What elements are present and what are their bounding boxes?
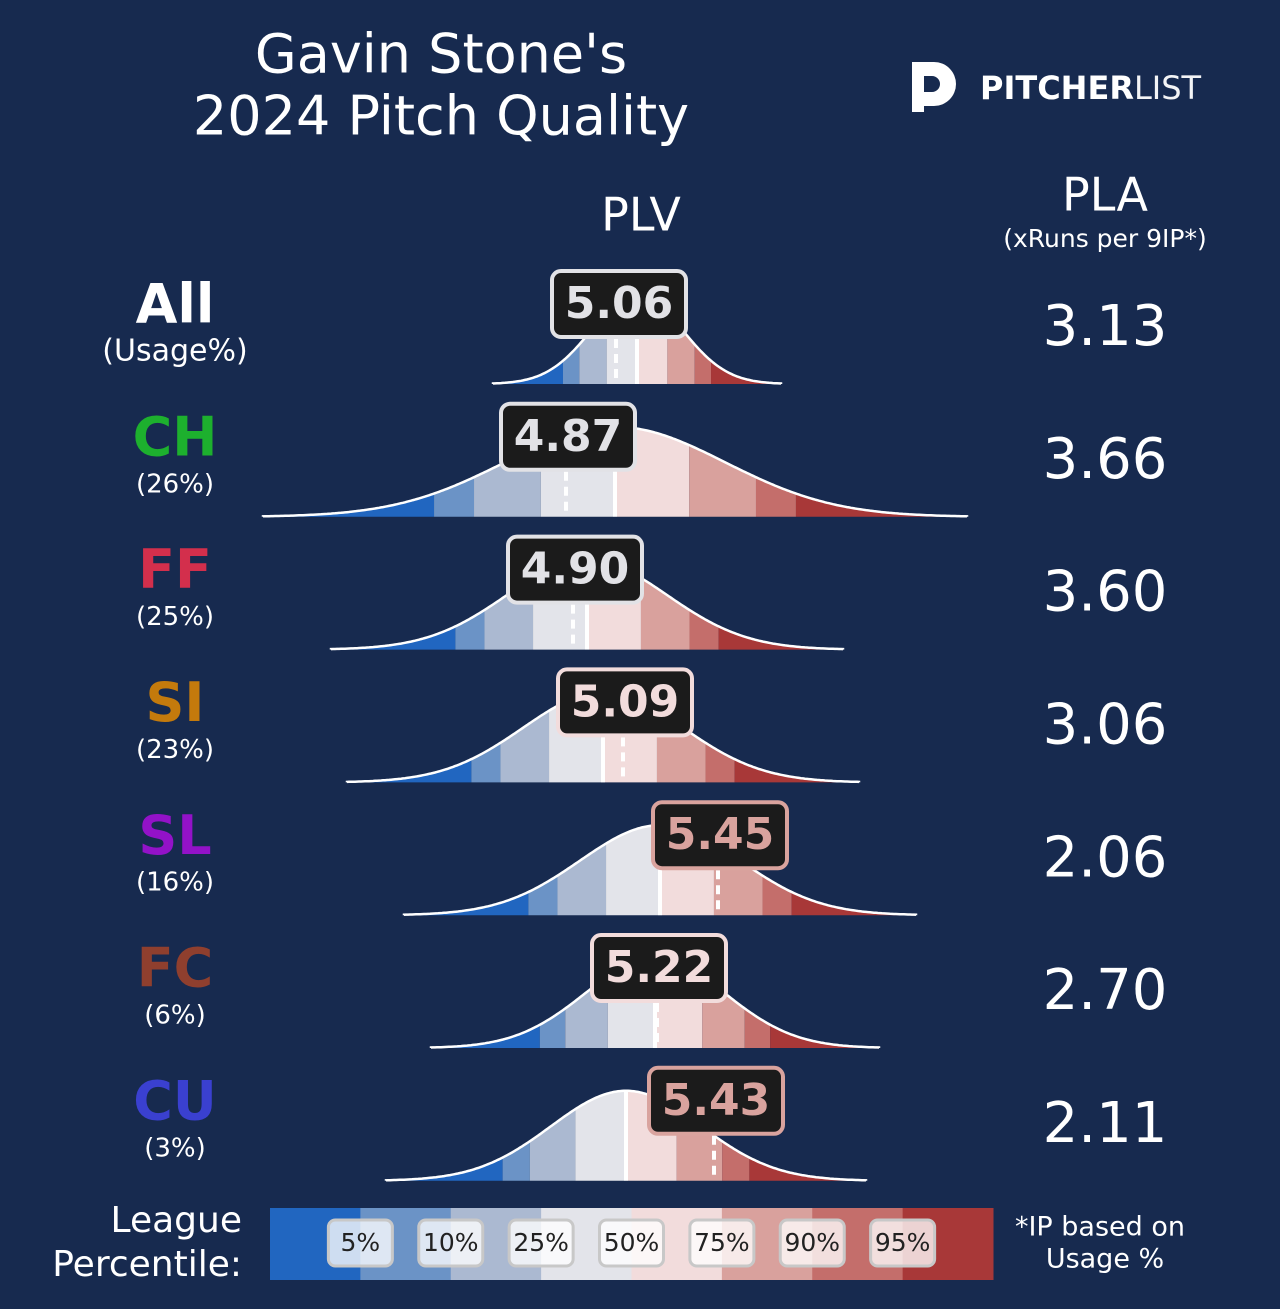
pla-value: 3.13 bbox=[1043, 294, 1168, 359]
column-note: (xRuns per 9IP*) bbox=[1003, 224, 1207, 253]
plv-badge bbox=[651, 800, 789, 871]
logo-text: PITCHERLIST bbox=[980, 69, 1202, 107]
density-outline bbox=[384, 1089, 868, 1182]
title-line: Gavin Stone's bbox=[255, 23, 627, 86]
legend-label: 95% bbox=[875, 1228, 931, 1257]
plv-value: 5.06 bbox=[565, 278, 674, 329]
plv-value: 5.09 bbox=[571, 676, 680, 727]
pla-value: 2.06 bbox=[1043, 825, 1168, 890]
plv-badge bbox=[590, 933, 728, 1003]
legend-label-box bbox=[598, 1218, 665, 1268]
legend-title: League bbox=[111, 1200, 242, 1241]
legend-label: 90% bbox=[784, 1228, 840, 1257]
legend-label-box bbox=[688, 1218, 756, 1268]
usage-label: (26%) bbox=[136, 469, 214, 499]
footnote: *IP based on bbox=[1015, 1212, 1185, 1243]
plv-value: 5.22 bbox=[605, 942, 714, 993]
plv-value: 4.87 bbox=[514, 411, 623, 462]
legend-label: 10% bbox=[423, 1228, 479, 1257]
usage-label: (23%) bbox=[136, 735, 214, 765]
legend-label-box bbox=[507, 1218, 575, 1268]
pitch-label: FC bbox=[137, 937, 214, 1000]
legend-label: 75% bbox=[694, 1228, 750, 1257]
pla-value: 3.66 bbox=[1043, 427, 1168, 492]
title-line: 2024 Pitch Quality bbox=[193, 85, 689, 148]
plv-badge bbox=[550, 269, 688, 339]
pitch-label: SI bbox=[146, 671, 205, 734]
plv-value: 5.43 bbox=[662, 1075, 771, 1126]
pitch-label: SL bbox=[138, 804, 211, 867]
plv-badge bbox=[647, 1065, 785, 1136]
column-header: PLV bbox=[601, 188, 681, 242]
legend-label-box bbox=[326, 1218, 394, 1268]
plv-badge bbox=[506, 534, 644, 605]
legend-title: Percentile: bbox=[52, 1244, 242, 1285]
pla-value: 2.70 bbox=[1043, 958, 1168, 1023]
plv-value: 4.90 bbox=[521, 544, 630, 595]
legend-label: 50% bbox=[604, 1228, 660, 1257]
pitch-label: FF bbox=[138, 538, 212, 601]
pitch-label: CU bbox=[133, 1069, 216, 1132]
legend-label-box bbox=[417, 1218, 485, 1268]
usage-label: (Usage%) bbox=[102, 334, 247, 369]
pitch-label: All bbox=[136, 273, 215, 336]
pla-value: 3.06 bbox=[1043, 693, 1168, 758]
legend-label: 5% bbox=[341, 1228, 381, 1257]
usage-label: (6%) bbox=[144, 1001, 206, 1031]
logo-bold: PITCHER bbox=[980, 69, 1134, 107]
footnote: Usage % bbox=[1046, 1244, 1164, 1275]
plv-badge bbox=[499, 401, 637, 472]
plv-badge bbox=[556, 667, 694, 738]
density-band bbox=[575, 1090, 626, 1181]
usage-label: (25%) bbox=[136, 602, 214, 632]
pla-value: 2.11 bbox=[1043, 1091, 1168, 1156]
plv-value: 5.45 bbox=[666, 809, 775, 860]
usage-label: (16%) bbox=[136, 868, 214, 898]
legend-label-box bbox=[869, 1218, 937, 1268]
pla-value: 3.60 bbox=[1043, 560, 1168, 625]
column-header: PLA bbox=[1062, 168, 1148, 222]
legend-label: 25% bbox=[513, 1228, 569, 1257]
logo-light: LIST bbox=[1134, 69, 1202, 107]
usage-label: (3%) bbox=[144, 1133, 206, 1163]
legend-label-box bbox=[778, 1218, 846, 1268]
logo-icon bbox=[912, 62, 956, 112]
pitch-label: CH bbox=[133, 405, 218, 468]
